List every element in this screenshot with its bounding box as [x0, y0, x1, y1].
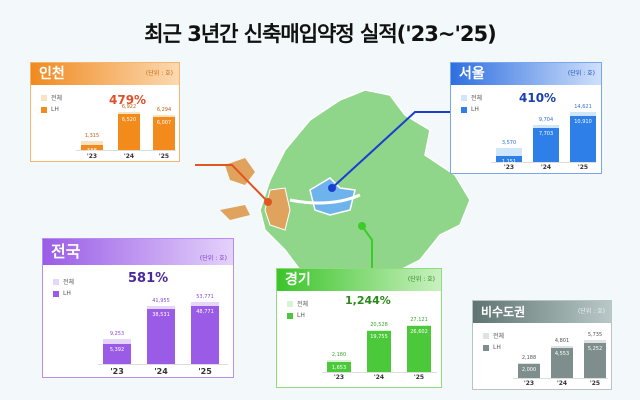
incheon-card: 인천 (단위 : 호) 전체 LH 479% 588 1,315 6,520 6,922… [30, 62, 180, 162]
national-card: 전국 (단위 : 호) 전체 LH 581% 5,392 9,253 38,531 41… [42, 238, 234, 378]
card-title: 인천 [39, 66, 65, 82]
gyeonggi-card: 경기 (단위 : 호) 전체 LH 1,244% 1,653 2,180 19,755… [276, 268, 442, 388]
nonmetro-card: 비수도권 (단위 : 호) 전체 LH 2,000 2,188 4,553 4,801 … [472, 300, 612, 390]
legend: 전체 LH [41, 93, 62, 117]
growth-pct: 479% [109, 93, 147, 107]
capital-region-map [220, 89, 471, 276]
seoul-card: 서울 (단위 : 호) 전체 LH 410% 1,151 3,570 7,703 9,7… [450, 62, 602, 174]
page-title: 최근 3년간 신축매입약정 실적('23~'25) [144, 22, 496, 46]
